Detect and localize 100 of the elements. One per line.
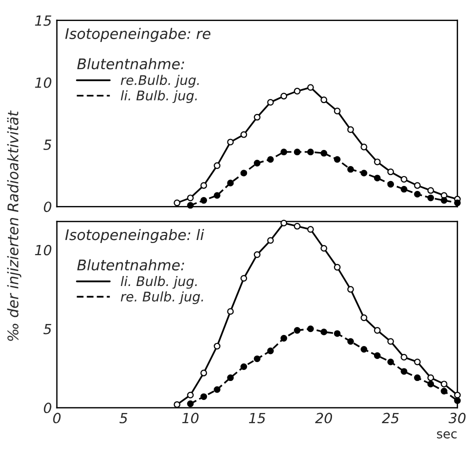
point xyxy=(334,264,341,271)
point xyxy=(320,328,328,336)
point xyxy=(227,308,234,315)
point xyxy=(320,244,328,252)
point xyxy=(427,380,434,388)
point xyxy=(454,392,461,398)
point xyxy=(294,88,301,94)
x-axis-title: sec xyxy=(437,431,457,438)
point xyxy=(454,200,461,206)
y-tick-label: 10 xyxy=(35,244,52,256)
point xyxy=(374,352,381,359)
point xyxy=(387,180,394,188)
point xyxy=(214,192,220,199)
point xyxy=(347,286,354,293)
x-tick-label: 5 xyxy=(119,412,128,424)
point xyxy=(347,166,354,173)
point xyxy=(240,363,248,370)
point xyxy=(240,131,248,138)
point xyxy=(267,348,274,354)
legend-label: re.Bulb. jug. xyxy=(120,74,199,88)
y-tick-label: 10 xyxy=(35,77,52,88)
point xyxy=(214,162,220,169)
point xyxy=(214,386,220,393)
point xyxy=(214,342,220,350)
legend-title: Blutentnahme: xyxy=(77,58,184,70)
chart-title: Isotopeneingabe: re xyxy=(65,28,210,42)
y-tick-label: 15 xyxy=(35,16,52,26)
x-tick-label: 0 xyxy=(53,412,61,424)
point xyxy=(280,220,288,226)
point xyxy=(360,170,368,176)
point xyxy=(267,237,274,244)
point xyxy=(360,144,368,150)
point xyxy=(240,170,248,176)
point xyxy=(374,327,381,334)
point xyxy=(187,202,194,209)
x-tick-label: 30 xyxy=(448,412,466,424)
y-axis-title: ‰ der injizierten Radioaktivität xyxy=(7,110,22,341)
point xyxy=(440,197,448,204)
legend-label: re. Bulb. jug. xyxy=(120,291,203,304)
point xyxy=(387,338,394,345)
point xyxy=(200,393,208,400)
point xyxy=(174,200,180,206)
point xyxy=(374,158,381,166)
legend-title: Blutentnahme: xyxy=(77,259,184,270)
point xyxy=(320,150,328,157)
point xyxy=(400,368,408,375)
point xyxy=(294,222,301,230)
point xyxy=(307,325,314,332)
point xyxy=(294,148,301,156)
point xyxy=(440,388,448,394)
point xyxy=(227,138,234,146)
point xyxy=(347,126,354,133)
point xyxy=(414,190,421,198)
point xyxy=(240,274,248,282)
point xyxy=(254,160,260,166)
point xyxy=(187,400,194,408)
y-tick-label: 0 xyxy=(44,402,52,414)
point xyxy=(280,148,288,156)
point xyxy=(254,251,260,258)
point xyxy=(307,84,314,91)
point xyxy=(267,98,274,106)
point xyxy=(227,374,234,382)
point xyxy=(360,314,368,322)
point xyxy=(200,370,208,376)
point xyxy=(200,182,208,189)
point xyxy=(280,92,288,100)
point xyxy=(294,327,301,334)
point xyxy=(174,401,180,408)
point xyxy=(320,96,328,104)
point xyxy=(427,374,434,382)
point xyxy=(334,108,341,114)
point xyxy=(427,194,434,202)
x-tick-label: 25 xyxy=(382,412,399,424)
legend-label: li. Bulb. jug. xyxy=(120,276,197,289)
x-tick-label: 20 xyxy=(315,412,332,424)
point xyxy=(360,346,368,353)
x-tick-label: 10 xyxy=(182,412,199,424)
point xyxy=(254,114,260,121)
y-tick-label: 0 xyxy=(44,202,52,212)
point xyxy=(427,187,434,194)
point xyxy=(307,226,314,233)
point xyxy=(414,358,421,366)
point xyxy=(307,148,314,156)
point xyxy=(187,392,194,398)
point xyxy=(387,168,394,176)
point xyxy=(334,330,341,337)
point xyxy=(187,194,194,202)
point xyxy=(414,182,421,189)
point xyxy=(454,397,461,404)
x-tick-label: 15 xyxy=(248,412,266,424)
point xyxy=(267,156,274,163)
point xyxy=(387,358,394,366)
legend-label: li. Bulb. jug. xyxy=(120,90,197,104)
point xyxy=(400,354,408,361)
point xyxy=(400,176,408,183)
chart-title: Isotopeneingabe: li xyxy=(65,228,204,244)
point xyxy=(227,180,234,186)
point xyxy=(200,197,208,204)
point xyxy=(280,334,288,342)
point xyxy=(347,338,354,345)
